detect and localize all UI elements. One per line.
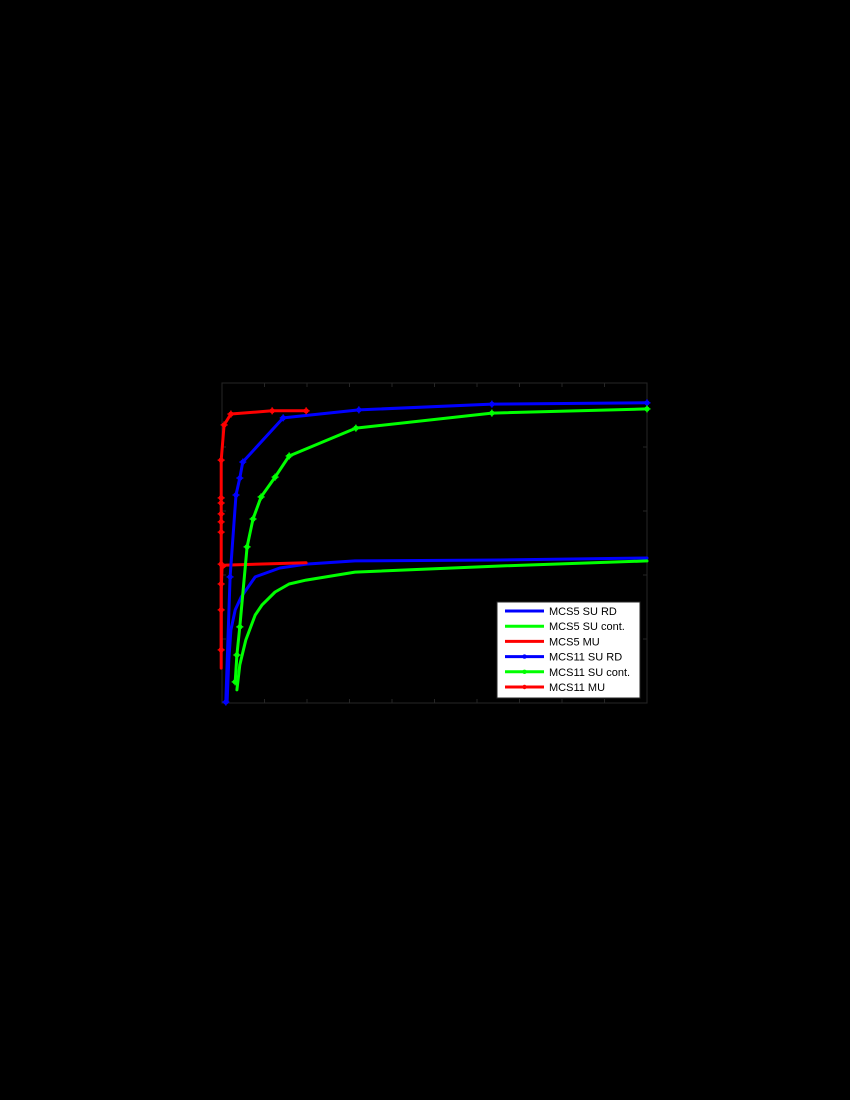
legend-entry: MCS11 MU xyxy=(505,682,605,694)
plot-series xyxy=(217,399,651,706)
legend-label: MCS5 SU RD xyxy=(549,606,617,618)
series-mcs5-su-rd xyxy=(225,556,649,704)
legend-entry: MCS11 SU cont. xyxy=(505,667,630,679)
series-line xyxy=(225,556,649,704)
legend-box xyxy=(496,601,641,699)
legend-entry: MCS5 MU xyxy=(505,636,600,648)
legend-label: MCS11 SU RD xyxy=(549,652,622,664)
legend-label: MCS5 MU xyxy=(549,636,600,648)
series-line xyxy=(235,559,649,692)
legend-entry: MCS5 SU cont. xyxy=(505,621,625,633)
series-mcs11-su-rd xyxy=(222,399,651,706)
series-mcs5-su-cont xyxy=(235,559,649,692)
legend: MCS5 SU RD MCS5 SU cont. MCS5 MU MCS11 SU R… xyxy=(496,601,641,699)
legend-marker-swatch xyxy=(522,684,527,690)
series-mcs11-mu xyxy=(217,407,310,654)
legend-entry: MCS5 SU RD xyxy=(505,606,617,618)
series-mcs11-su-cont xyxy=(231,405,651,686)
legend-marker-swatch xyxy=(522,669,527,674)
legend-entry: MCS11 SU RD xyxy=(505,652,622,664)
legend-label: MCS11 MU xyxy=(549,682,605,694)
legend-marker-swatch xyxy=(522,654,527,659)
legend-label: MCS5 SU cont. xyxy=(549,621,625,633)
legend-label: MCS11 SU cont. xyxy=(549,667,630,679)
